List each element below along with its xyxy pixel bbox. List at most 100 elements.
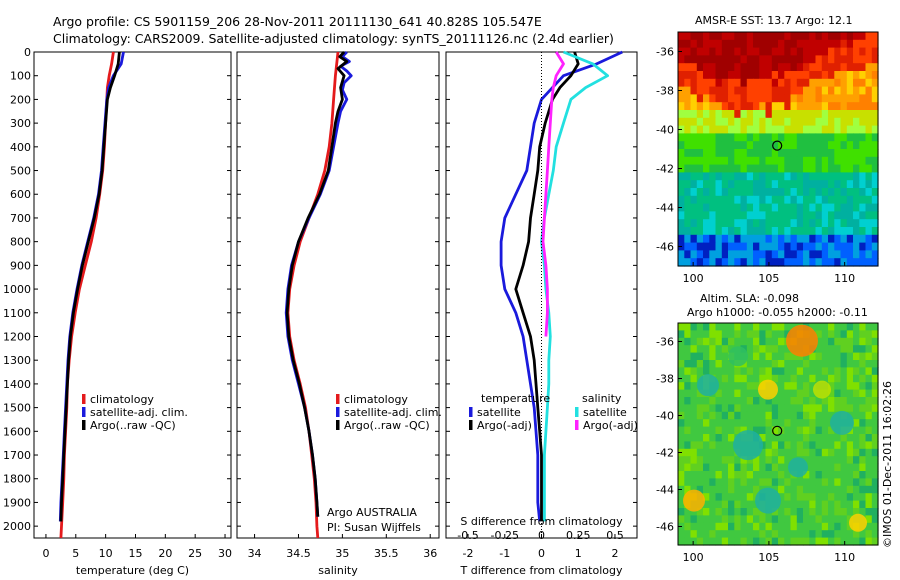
legend-title-temperature: temperature [481,392,550,405]
map-cell [821,250,829,259]
map-cell [753,337,760,346]
map-cell [740,426,748,435]
map-cell [721,71,729,80]
map-cell [678,63,685,72]
map-cell [753,530,760,539]
map-cell [821,102,829,111]
map-cell [690,125,698,134]
float-position-marker [772,140,783,151]
map-cell [715,180,723,189]
map-cell [815,32,823,41]
map-cell [715,404,723,413]
map-cell [859,125,867,134]
map-cell [859,367,867,376]
map-cell [765,522,773,531]
map-cell [815,133,823,142]
y-tick-label: 1300 [3,354,31,367]
map-cell [815,234,823,244]
map-cell [815,508,823,516]
map-cell [721,389,729,398]
map-cell [703,434,710,442]
map-cell [678,493,685,502]
map-cell [734,508,742,516]
map-cell [728,367,735,376]
map-cell [859,63,867,72]
map-cell [828,471,835,479]
map-cell [859,94,867,103]
map-cell [746,133,754,142]
map-cell [790,55,798,64]
map-cell [834,382,842,391]
map-cell [809,39,817,49]
map-cell [803,448,810,457]
map-cell [740,149,748,158]
map-cell [759,94,767,103]
map-cell [834,195,842,205]
map-cell [740,110,748,119]
map-cell [834,434,842,442]
map-cell [771,55,779,64]
map-cell [809,389,817,398]
map-cell [721,330,729,339]
map-cell [840,141,848,150]
map-cell [746,367,754,376]
map-cell [728,323,735,331]
map-cell [721,258,729,267]
map-cell [721,522,729,531]
map-cell [834,211,842,220]
map-cell [784,195,792,205]
map-cell [715,374,723,383]
map-cell [734,471,742,479]
map-y-tick-label: -40 [656,124,674,137]
map-cell [771,133,779,142]
map-cell [790,441,798,450]
x-tick-label: 34 [248,547,262,560]
sla-map-title-line2: Argo h1000: -0.055 h2000: -0.11 [687,306,868,319]
map-cell [771,448,779,457]
map-cell [840,382,848,391]
map-cell [828,448,835,457]
map-cell [709,500,717,509]
map-cell [828,522,835,531]
map-cell [765,195,773,205]
map-cell [871,448,879,457]
map-cell [771,367,779,376]
map-cell [828,478,835,487]
map-cell [759,426,767,435]
map-cell [746,515,754,524]
map-cell [778,360,785,368]
map-cell [746,32,754,41]
map-cell [853,125,860,134]
map-cell [834,219,842,228]
map-cell [840,164,848,173]
map-cell [846,485,854,494]
map-cell [696,86,704,95]
map-cell [746,156,754,166]
map-cell [834,258,842,267]
map-cell [846,94,854,103]
map-cell [828,463,835,472]
map-cell [715,133,723,142]
map-cell [753,110,760,119]
map-cell [778,500,785,509]
map-cell [778,110,785,119]
map-cell [696,508,704,516]
map-cell [753,352,760,361]
map-cell [771,141,779,150]
x-tick-label: 5 [72,547,79,560]
map-cell [840,203,848,212]
map-cell [753,374,760,383]
map-cell [709,110,717,119]
map-cell [871,397,879,405]
map-cell [759,352,767,361]
map-cell [790,63,798,72]
map-cell [871,63,879,72]
map-cell [809,419,817,428]
map-cell [690,156,698,166]
map-cell [840,352,848,361]
map-cell [759,404,767,413]
map-cell [715,352,723,361]
map-cell [690,389,698,398]
map-cell [853,78,860,88]
